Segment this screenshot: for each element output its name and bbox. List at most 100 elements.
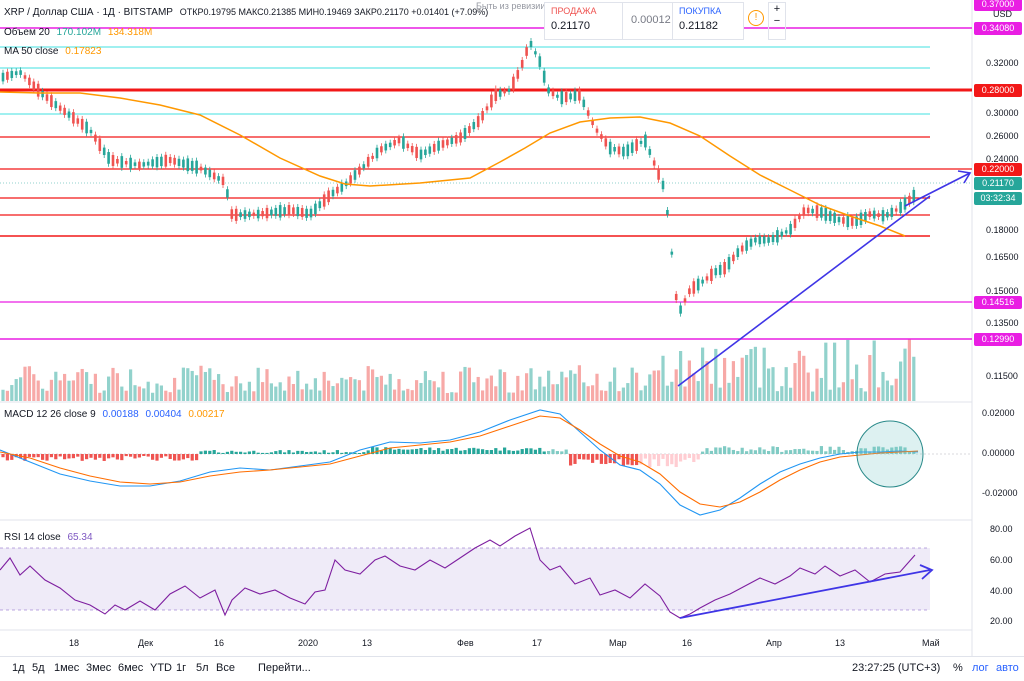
macd-hist-bar <box>58 454 62 457</box>
volume-bar <box>894 378 898 401</box>
macd-hist-bar <box>208 450 212 454</box>
volume-bar <box>907 338 911 401</box>
spread-display: 0.00012 <box>622 2 674 40</box>
timeframe-button[interactable]: 5л <box>196 662 209 674</box>
macd-hist-bar <box>423 449 427 454</box>
percent-toggle[interactable]: % <box>953 662 963 674</box>
volume-bar <box>384 384 388 401</box>
ma-legend[interactable]: MA 50 close 0.17823 <box>4 46 102 57</box>
timeframe-button[interactable]: 1д <box>12 662 25 674</box>
volume-bar <box>89 383 93 401</box>
log-toggle[interactable]: лог <box>972 662 989 674</box>
macd-hist-bar <box>93 454 97 460</box>
macd-hist-bar <box>670 454 674 465</box>
macd-hist-bar <box>419 448 423 454</box>
timeframe-button[interactable]: Все <box>216 662 235 674</box>
volume-bar <box>111 367 115 401</box>
macd-hist-bar <box>362 452 366 454</box>
volume-bar <box>793 363 797 401</box>
timeframe-button[interactable]: 1мес <box>54 662 80 674</box>
volume-bar <box>256 367 260 401</box>
macd-hist-bar <box>564 449 568 454</box>
macd-hist-bar <box>657 454 661 467</box>
macd-legend[interactable]: MACD 12 26 close 9 0.00188 0.00404 0.002… <box>4 409 225 420</box>
macd-hist-bar <box>802 448 806 454</box>
volume-bar <box>472 382 476 401</box>
macd-hist-bar <box>762 449 766 454</box>
rsi-legend[interactable]: RSI 14 close 65.34 <box>4 532 93 543</box>
volume-bar <box>349 377 353 401</box>
macd-hist-bar <box>173 454 177 461</box>
macd-hist-bar <box>459 450 463 454</box>
plus-icon[interactable]: + <box>773 3 781 15</box>
info-icon[interactable]: ! <box>748 10 764 26</box>
clock-display[interactable]: 23:27:25 (UTC+3) <box>852 662 941 674</box>
volume-bar <box>437 387 441 401</box>
macd-hist-bar <box>753 450 757 454</box>
macd-hist-bar <box>221 452 225 454</box>
macd-hist-bar <box>525 448 529 454</box>
timeframe-button[interactable]: 6мес <box>118 662 144 674</box>
volume-bar <box>599 390 603 401</box>
timeframe-button[interactable]: YTD <box>150 662 172 674</box>
bottom-toolbar: 1д 5д 1мес 3мес 6мес YTD 1г 5л Все Перейти... 23… <box>0 656 1024 681</box>
macd-hist-bar <box>674 454 678 468</box>
volume-bar <box>419 382 423 401</box>
symbol-legend: XRP / Доллар США · 1Д · BITSTAMP ОТКР0.1… <box>4 6 492 19</box>
qty-stepper[interactable]: + − <box>768 2 786 40</box>
volume-bar <box>903 348 907 401</box>
macd-hist-bar <box>67 454 71 459</box>
price-level-tag: 0.34080 <box>974 22 1022 35</box>
volume-bar <box>102 390 106 401</box>
volume-bar <box>115 373 119 401</box>
volume-bar <box>252 391 256 401</box>
macd-hist-bar <box>164 454 168 457</box>
price-tick: 0.15000 <box>986 286 1019 296</box>
volume-bar <box>261 382 265 401</box>
macd-hist-bar <box>146 454 150 457</box>
volume-bar <box>608 381 612 401</box>
macd-hist-bar <box>393 449 397 454</box>
price-level-tag: 0.37000 <box>974 0 1022 11</box>
volume-bar <box>577 365 581 401</box>
volume-bar <box>511 392 515 401</box>
macd-hist-bar <box>679 454 683 462</box>
minus-icon[interactable]: − <box>773 15 781 27</box>
macd-hist-bar <box>212 450 216 454</box>
price-target-arrow <box>904 172 971 207</box>
rsi-tick: 20.00 <box>990 616 1013 626</box>
volume-bar <box>423 371 427 401</box>
auto-toggle[interactable]: авто <box>996 662 1019 674</box>
macd-hist-bar <box>305 451 309 454</box>
volume-bar <box>155 383 159 401</box>
goto-date-button[interactable]: Перейти... <box>258 662 311 674</box>
volume-bar <box>335 383 339 401</box>
volume-bar <box>547 370 551 401</box>
volume-bar <box>855 364 859 401</box>
macd-hist-bar <box>111 454 115 458</box>
macd-hist-bar <box>903 447 907 454</box>
macd-hist-bar <box>10 454 14 460</box>
volume-bar <box>93 373 97 401</box>
volume-legend[interactable]: Объем 20 170.102M 134.318M <box>4 27 153 38</box>
sell-button[interactable]: ПРОДАЖА 0.21170 <box>544 2 624 40</box>
macd-hist-bar <box>696 454 700 460</box>
macd-hist-bar <box>129 454 133 457</box>
buy-button[interactable]: ПОКУПКА 0.21182 <box>672 2 744 40</box>
macd-hist-bar <box>912 451 916 454</box>
macd-hist-bar <box>155 454 159 461</box>
volume-bar <box>485 378 489 401</box>
volume-bar <box>476 376 480 401</box>
volume-bar <box>692 373 696 401</box>
timeframe-button[interactable]: 1г <box>176 662 187 674</box>
macd-hist-bar <box>472 447 476 454</box>
macd-tick: 0.02000 <box>982 408 1015 418</box>
timeframe-button[interactable]: 5д <box>32 662 45 674</box>
macd-hist-bar <box>498 450 502 454</box>
symbol-title[interactable]: XRP / Доллар США · 1Д · BITSTAMP <box>4 7 173 18</box>
macd-hist-bar <box>230 450 234 454</box>
chart-canvas[interactable] <box>0 0 1024 656</box>
volume-bar <box>912 356 916 401</box>
macd-hist-bar <box>463 450 467 454</box>
timeframe-button[interactable]: 3мес <box>86 662 112 674</box>
